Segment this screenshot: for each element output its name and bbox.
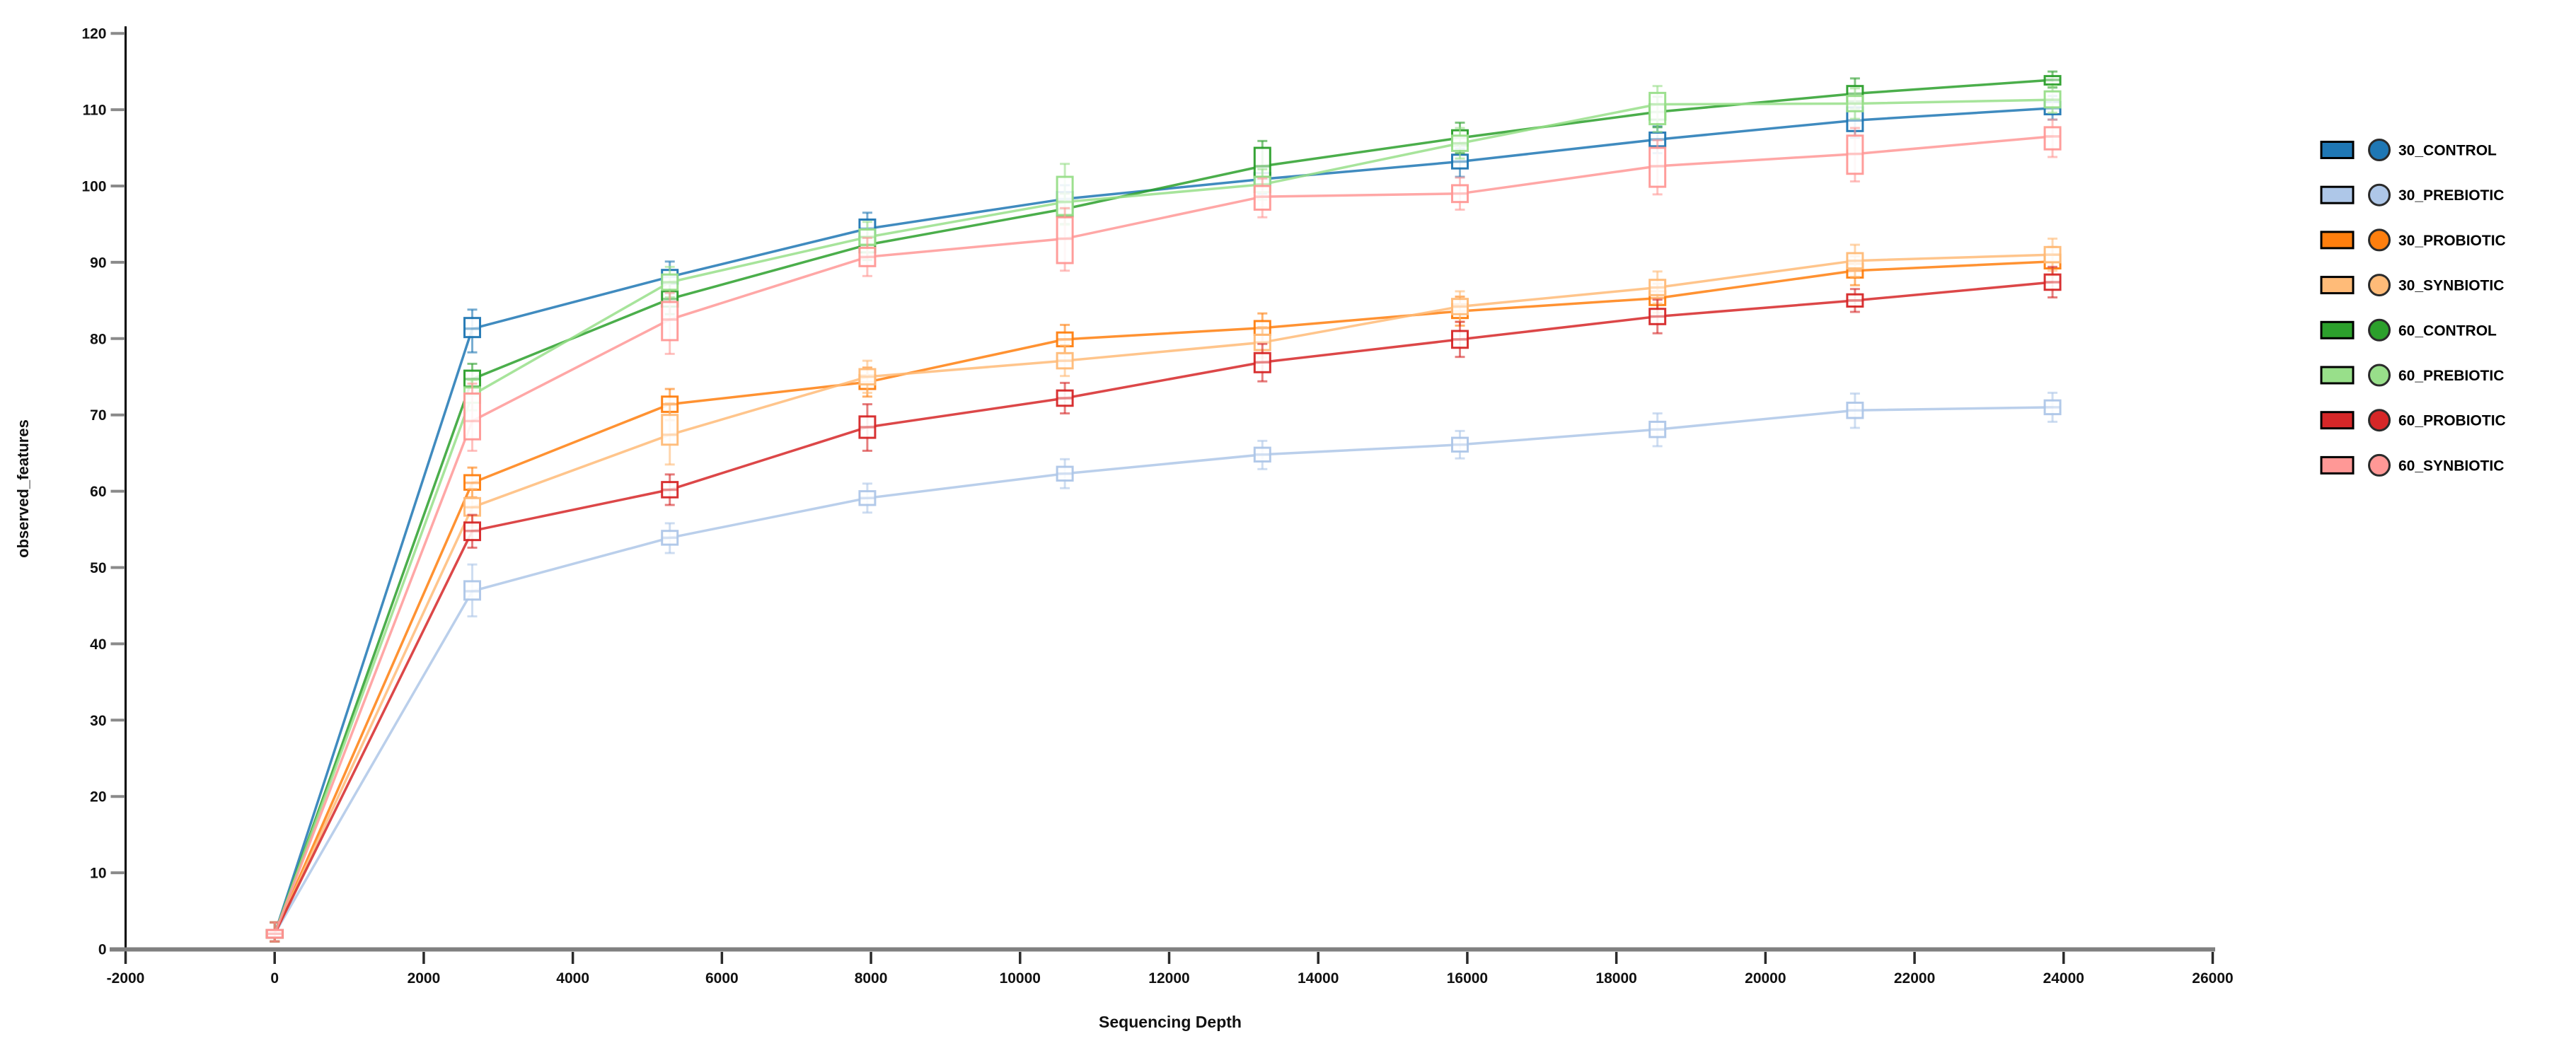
- y-tick-label: 120: [81, 26, 106, 42]
- x-tick-label: 22000: [1894, 970, 1935, 987]
- y-tick-label: 80: [90, 331, 106, 347]
- boxplot-box-30_SYNBIOTIC: [661, 414, 679, 446]
- legend-label: 30_PROBIOTIC: [2398, 233, 2506, 249]
- series-line-60_SYNBIOTIC: [273, 135, 2053, 935]
- y-axis-title: observed_features: [14, 419, 32, 558]
- y-tick-label: 60: [90, 484, 106, 500]
- boxplot-box-60_SYNBIOTIC: [1056, 216, 1074, 264]
- x-tick-label: 8000: [855, 970, 888, 987]
- y-tick-label: 90: [90, 255, 106, 271]
- x-tick-label: 20000: [1745, 970, 1786, 987]
- legend-box-icon: [2320, 185, 2355, 204]
- legend-box-icon: [2320, 231, 2355, 250]
- x-tick-label: 6000: [705, 970, 739, 987]
- boxplot-box-60_SYNBIOTIC: [661, 301, 679, 342]
- x-tick-label: 4000: [556, 970, 589, 987]
- y-tick-label: 100: [81, 179, 106, 195]
- legend-item-60_PROBIOTIC[interactable]: 60_PROBIOTIC: [2320, 409, 2506, 432]
- legend-circle-icon: [2368, 183, 2391, 207]
- series-line-30_PROBIOTIC: [273, 260, 2053, 935]
- legend-item-30_CONTROL[interactable]: 30_CONTROL: [2320, 139, 2497, 161]
- legend-box-icon: [2320, 411, 2355, 430]
- legend-circle-icon: [2368, 409, 2391, 432]
- legend-box-icon: [2320, 320, 2355, 339]
- series-line-60_PREBIOTIC: [273, 98, 2053, 935]
- y-tick-label: 10: [90, 866, 106, 882]
- legend-box-icon: [2320, 276, 2355, 295]
- x-tick-label: 26000: [2192, 970, 2233, 987]
- boxplot-box-60_PREBIOTIC: [1648, 91, 1667, 126]
- legend-label: 30_SYNBIOTIC: [2398, 278, 2504, 294]
- x-tick-label: 18000: [1595, 970, 1636, 987]
- y-tick-label: 0: [98, 942, 107, 958]
- legend-item-30_PREBIOTIC[interactable]: 30_PREBIOTIC: [2320, 183, 2504, 207]
- legend-box-icon: [2320, 366, 2355, 385]
- legend-label: 30_CONTROL: [2398, 143, 2497, 159]
- y-tick-label: 110: [83, 103, 107, 119]
- x-tick-label: 16000: [1447, 970, 1488, 987]
- series-line-30_CONTROL: [273, 107, 2053, 934]
- x-tick-label: 2000: [408, 970, 441, 987]
- x-tick-label: 10000: [1000, 970, 1041, 987]
- series-line-60_CONTROL: [273, 78, 2053, 934]
- y-tick-label: 20: [90, 789, 106, 806]
- series-line-30_PREBIOTIC: [273, 406, 2053, 935]
- boxplot-box-60_SYNBIOTIC: [2043, 126, 2062, 151]
- legend-item-30_SYNBIOTIC[interactable]: 30_SYNBIOTIC: [2320, 274, 2504, 297]
- legend-circle-icon: [2368, 453, 2391, 477]
- legend-label: 60_PREBIOTIC: [2398, 368, 2504, 384]
- legend-box-icon: [2320, 141, 2355, 159]
- legend-box-icon: [2320, 455, 2355, 475]
- y-tick-label: 50: [90, 560, 106, 576]
- legend-circle-icon: [2368, 139, 2391, 161]
- x-tick-label: 14000: [1298, 970, 1339, 987]
- x-tick-label: 12000: [1148, 970, 1189, 987]
- x-tick-label: 24000: [2043, 970, 2084, 987]
- legend-item-30_PROBIOTIC[interactable]: 30_PROBIOTIC: [2320, 228, 2506, 252]
- legend-label: 30_PREBIOTIC: [2398, 187, 2504, 204]
- y-tick-label: 70: [90, 407, 106, 424]
- legend-circle-icon: [2368, 318, 2391, 342]
- legend-item-60_PREBIOTIC[interactable]: 60_PREBIOTIC: [2320, 364, 2504, 387]
- legend-item-60_SYNBIOTIC[interactable]: 60_SYNBIOTIC: [2320, 453, 2504, 477]
- x-tick-label: -2000: [107, 970, 145, 987]
- legend-label: 60_PROBIOTIC: [2398, 413, 2506, 429]
- legend-circle-icon: [2368, 274, 2391, 297]
- x-tick-label: 0: [270, 970, 279, 987]
- legend-label: 60_SYNBIOTIC: [2398, 458, 2504, 474]
- legend-label: 60_CONTROL: [2398, 322, 2497, 339]
- legend-circle-icon: [2368, 364, 2391, 387]
- legend-circle-icon: [2368, 228, 2391, 252]
- series-line-30_SYNBIOTIC: [273, 253, 2053, 935]
- y-tick-label: 40: [90, 636, 106, 653]
- series-line-60_PROBIOTIC: [273, 281, 2053, 935]
- legend-item-60_CONTROL[interactable]: 60_CONTROL: [2320, 318, 2497, 342]
- x-axis-title: Sequencing Depth: [1099, 1013, 1242, 1031]
- boxplot-box-60_SYNBIOTIC: [463, 392, 482, 441]
- y-tick-label: 30: [90, 713, 106, 729]
